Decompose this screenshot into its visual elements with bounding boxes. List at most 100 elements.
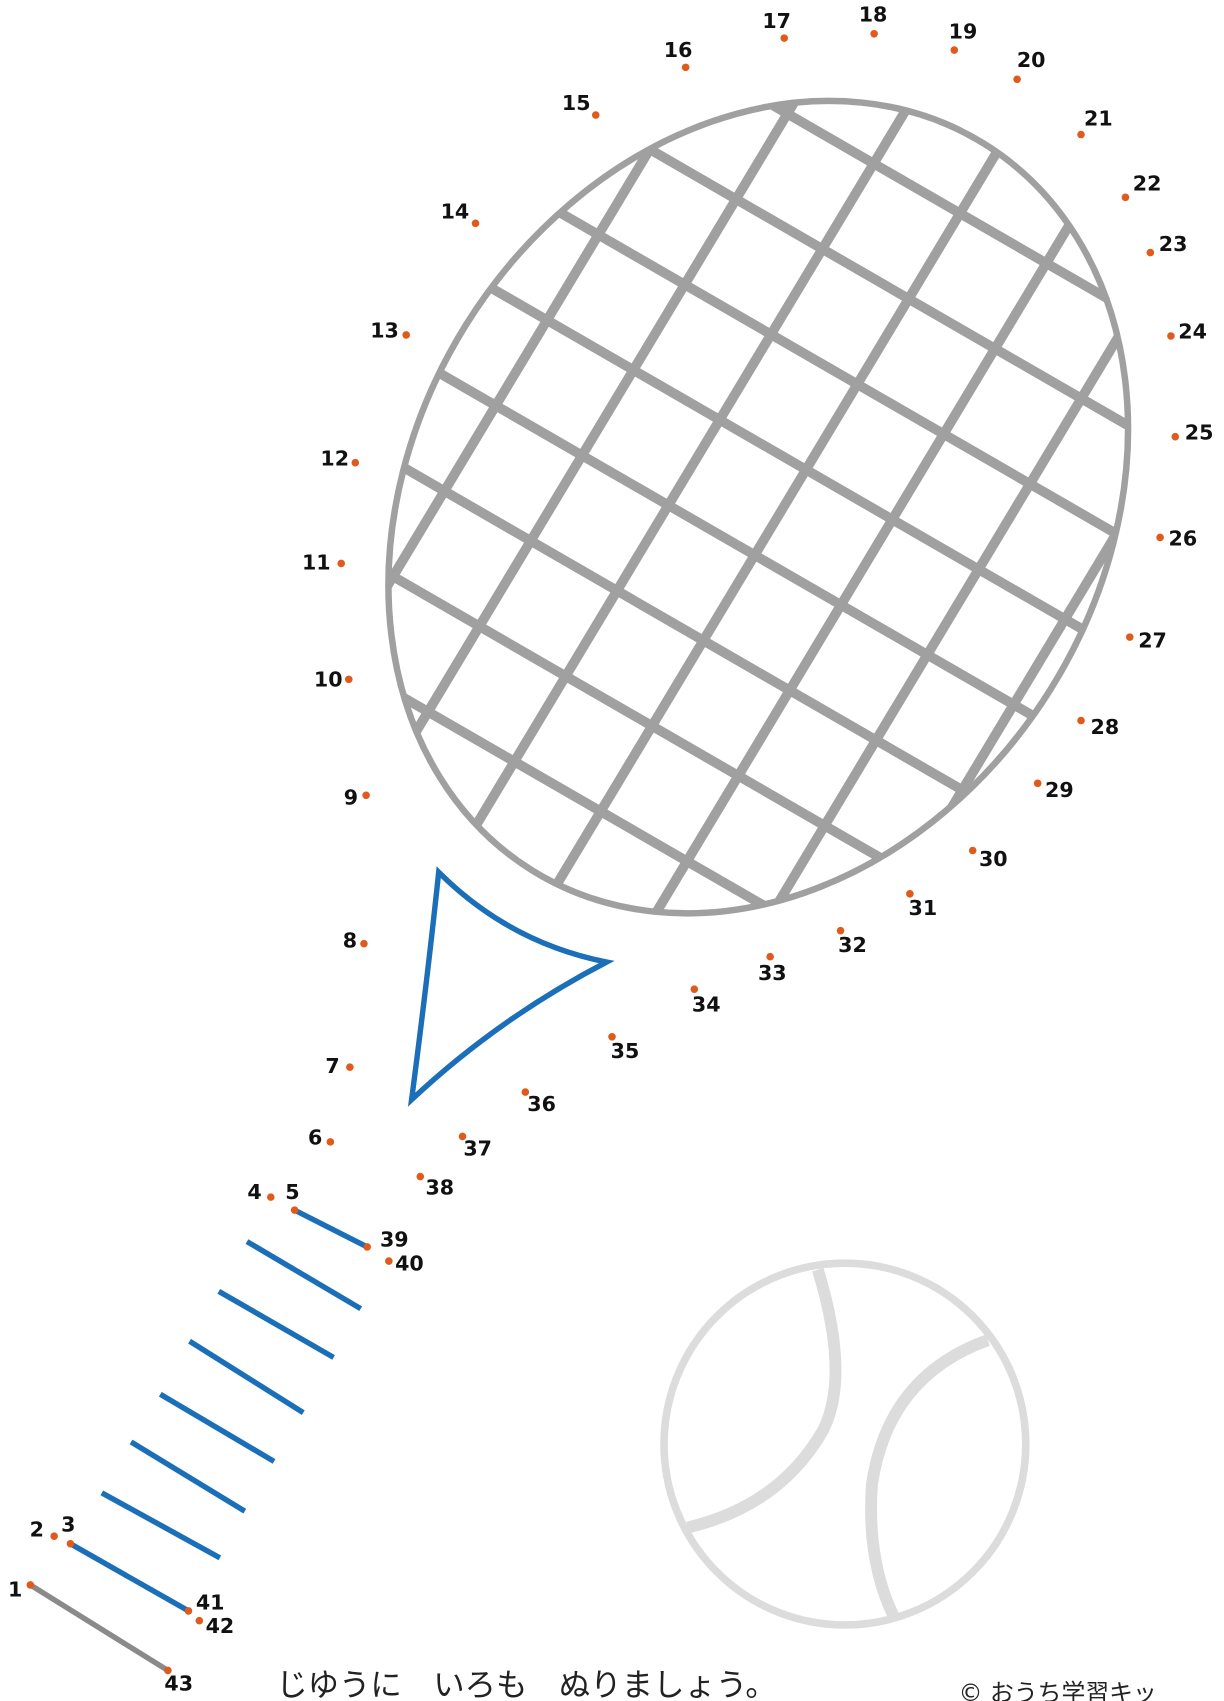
dot-number: 27 — [1138, 628, 1167, 652]
dot-number: 18 — [859, 2, 888, 26]
racket-frame — [385, 97, 1132, 917]
dot-number: 34 — [692, 992, 721, 1016]
dot — [1033, 779, 1042, 788]
dot-number: 5 — [285, 1180, 299, 1204]
dot — [1156, 533, 1164, 542]
dot — [950, 46, 959, 54]
dot — [385, 1257, 393, 1265]
dot-number: 15 — [562, 91, 591, 115]
dot — [290, 1206, 299, 1214]
dot — [1013, 75, 1021, 84]
dot — [521, 1088, 530, 1096]
dot-number: 37 — [463, 1136, 492, 1160]
dot — [402, 331, 410, 339]
dot — [836, 926, 845, 935]
dot-number: 43 — [164, 1672, 193, 1696]
dot-number: 40 — [395, 1251, 424, 1275]
dot-number: 13 — [370, 319, 399, 343]
racket-throat — [407, 866, 615, 1107]
dot-number: 25 — [1185, 420, 1214, 444]
dot — [1121, 193, 1130, 202]
dot-number: 42 — [206, 1614, 235, 1638]
string — [723, 71, 1224, 1053]
dot — [690, 985, 699, 993]
dot-number: 1 — [8, 1577, 22, 1601]
dot — [337, 559, 345, 568]
dot — [591, 111, 600, 119]
dot — [1167, 332, 1175, 340]
string — [638, 19, 1224, 1053]
dot-number: 28 — [1091, 715, 1120, 739]
dot — [1077, 716, 1085, 725]
dot — [50, 1532, 58, 1540]
string — [239, 161, 1224, 928]
dot — [471, 219, 480, 228]
dot-number: 36 — [527, 1092, 556, 1116]
dot-number: 35 — [611, 1039, 640, 1063]
string — [239, 420, 1224, 1053]
dot — [184, 1607, 193, 1615]
dot-number: 22 — [1133, 171, 1162, 195]
dot — [344, 675, 353, 684]
dot — [326, 1138, 335, 1146]
copyright: © おうち学習キッ — [959, 1679, 1157, 1701]
dot-number: 38 — [425, 1175, 454, 1199]
dot — [608, 1033, 616, 1041]
dot — [968, 846, 977, 855]
dot-number: 24 — [1178, 320, 1207, 344]
dot-number: 8 — [343, 928, 357, 952]
dot — [363, 1243, 371, 1251]
dot-number: 7 — [325, 1054, 339, 1078]
dot — [870, 29, 878, 38]
dot-number: 6 — [308, 1126, 322, 1150]
dot-number: 31 — [909, 896, 938, 920]
dot — [351, 458, 360, 467]
string — [239, 333, 1224, 1053]
dot — [195, 1616, 204, 1625]
string — [326, 0, 1224, 497]
dot — [906, 890, 914, 898]
handle-end-line — [28, 1582, 170, 1673]
dot-number: 10 — [314, 667, 343, 691]
dot-number: 9 — [344, 786, 358, 810]
dot — [416, 1172, 425, 1181]
dot — [681, 63, 690, 72]
dot — [1077, 130, 1085, 139]
dot-number: 17 — [762, 9, 791, 33]
dot-number: 12 — [320, 446, 349, 470]
string — [276, 0, 1224, 583]
string — [239, 75, 1224, 842]
tennis-ball — [660, 1259, 1030, 1629]
instruction: じゆうに いろも ぬりましょう。 — [276, 1667, 777, 1701]
dot-number: 21 — [1084, 106, 1113, 130]
string — [239, 0, 745, 915]
dot — [267, 1193, 275, 1201]
handle-lines — [69, 1207, 369, 1614]
dot-number: 32 — [838, 933, 867, 957]
dot — [1125, 633, 1134, 641]
dot-number: 4 — [247, 1180, 261, 1204]
dot-number: 26 — [1169, 527, 1198, 551]
dot — [346, 1063, 354, 1071]
dot-number: 29 — [1045, 778, 1074, 802]
dot — [26, 1581, 35, 1589]
dot-number: 41 — [196, 1590, 225, 1614]
dot — [780, 34, 789, 42]
dot — [1171, 432, 1180, 441]
dot — [362, 791, 370, 800]
dot — [458, 1132, 467, 1141]
dot — [766, 952, 774, 961]
dot — [66, 1539, 75, 1548]
dot-number: 30 — [979, 847, 1008, 871]
dot-number: 23 — [1159, 232, 1188, 256]
dot-number: 2 — [30, 1518, 44, 1542]
dot — [360, 939, 368, 948]
dot-number: 33 — [758, 961, 787, 985]
dot-number: 3 — [61, 1512, 75, 1536]
dot-number: 19 — [949, 20, 978, 44]
dot — [1146, 248, 1155, 257]
dot-number: 14 — [441, 200, 470, 224]
